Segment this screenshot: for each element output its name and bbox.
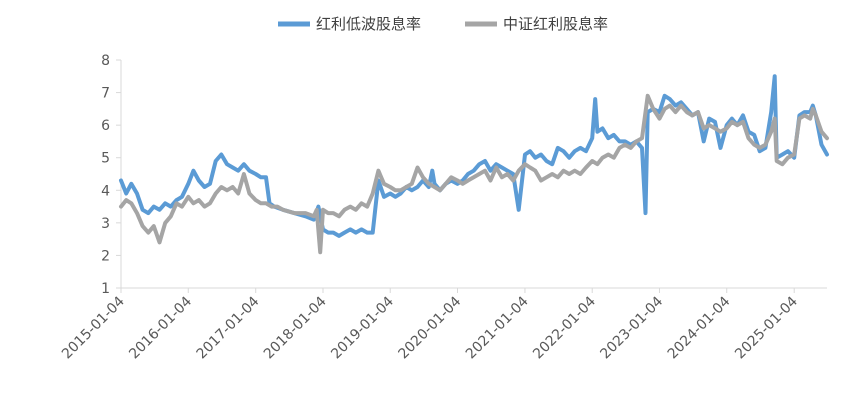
y-tick-label: 5 (101, 151, 110, 167)
legend-label-1: 红利低波股息率 (316, 15, 421, 33)
y-tick-label: 6 (101, 118, 110, 134)
x-tick-label: 2016-01-04 (126, 293, 195, 362)
x-tick-label: 2022-01-04 (530, 293, 599, 362)
x-tick-label: 2023-01-04 (597, 293, 666, 362)
x-tick-label: 2015-01-04 (59, 293, 128, 362)
x-tick-label: 2024-01-04 (665, 293, 734, 362)
x-tick-label: 2019-01-04 (328, 293, 397, 362)
x-tick-label: 2025-01-04 (732, 293, 801, 362)
y-tick-label: 7 (101, 86, 110, 102)
series-line-1 (119, 74, 829, 238)
y-tick-label: 8 (101, 53, 110, 69)
y-tick-label: 1 (101, 281, 110, 297)
y-tick-label: 3 (101, 216, 110, 232)
x-tick-label: 2017-01-04 (194, 293, 263, 362)
x-tick-label: 2018-01-04 (261, 293, 330, 362)
x-axis: 2015-01-042016-01-042017-01-042018-01-04… (59, 287, 827, 362)
x-tick-label: 2021-01-04 (463, 293, 532, 362)
y-axis: 1 2 3 4 5 6 7 8 (101, 53, 122, 297)
series-group (119, 74, 829, 255)
series-line-2 (119, 93, 829, 255)
legend: 红利低波股息率 中证红利股息率 (278, 15, 608, 33)
x-tick-label: 2020-01-04 (395, 293, 464, 362)
y-tick-label: 4 (101, 183, 110, 199)
y-tick-label: 2 (101, 248, 110, 264)
legend-label-2: 中证红利股息率 (503, 15, 608, 33)
